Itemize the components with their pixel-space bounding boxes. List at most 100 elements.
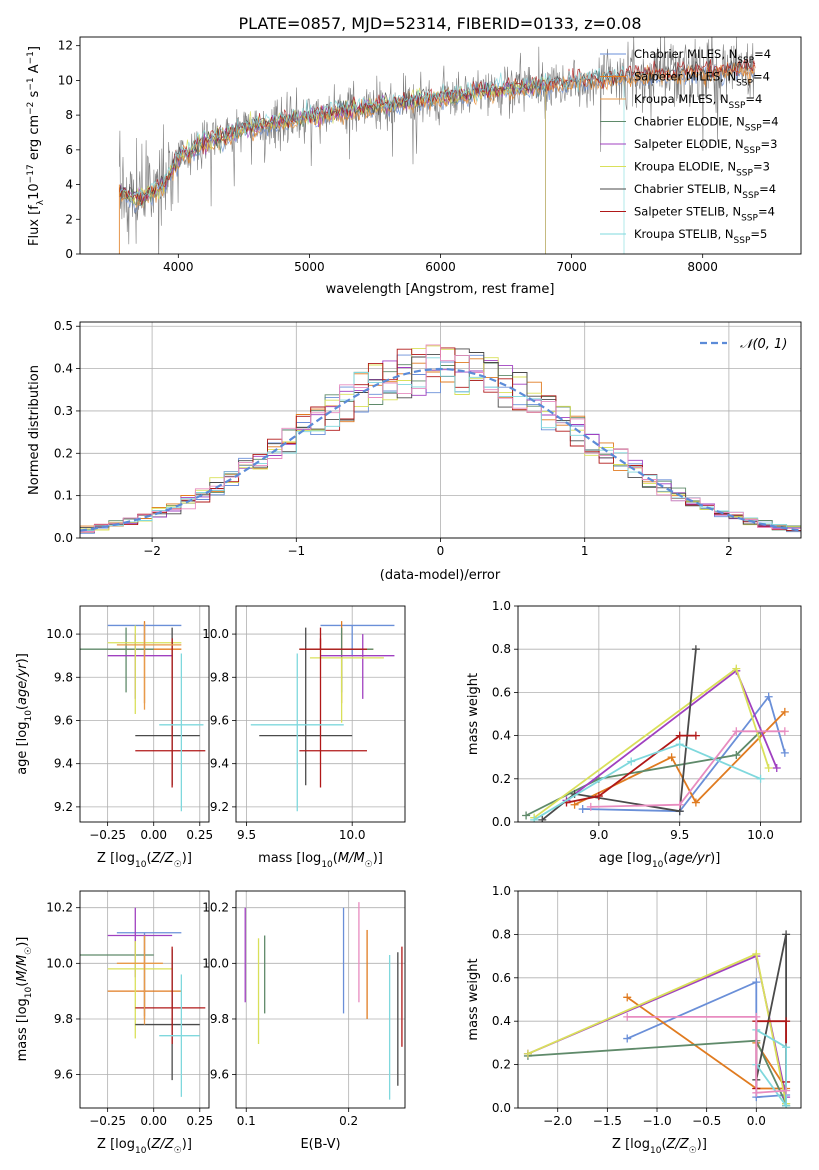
y-tick-label: 9.4 xyxy=(54,757,73,771)
weight-line xyxy=(533,743,761,821)
x-tick-label: 9.5 xyxy=(670,828,689,842)
x-axis-label: E(B-V) xyxy=(300,1137,340,1152)
y-tick-label: 8 xyxy=(65,108,73,122)
plus-marker xyxy=(530,815,539,822)
x-tick-label: 0.00 xyxy=(140,828,167,842)
histogram-step xyxy=(80,344,801,533)
plot-area xyxy=(250,621,395,812)
plus-marker xyxy=(780,727,789,736)
x-tick-label: 0.00 xyxy=(140,1114,167,1128)
y-tick-label: 0.2 xyxy=(492,772,511,786)
plus-marker xyxy=(691,645,700,654)
x-axis-label: Z [log10(Z/Z☉)] xyxy=(97,1137,192,1156)
plus-marker xyxy=(782,1101,791,1108)
y-tick-label: 9.8 xyxy=(210,1012,229,1026)
x-tick-label: 1 xyxy=(581,544,589,558)
y-tick-label: 10.2 xyxy=(46,901,73,915)
legend-label: Salpeter ELODIE, NSSP=3 xyxy=(634,137,777,156)
plot-area xyxy=(523,930,791,1108)
plot-area xyxy=(244,902,403,1100)
y-tick-label: 9.8 xyxy=(54,670,73,684)
y-tick-label: 10.0 xyxy=(46,956,73,970)
y-tick-label: 0.2 xyxy=(492,1058,511,1072)
plot-area xyxy=(80,621,206,812)
plus-marker xyxy=(623,1012,632,1021)
plot-area xyxy=(80,344,801,536)
y-tick-label: 2 xyxy=(65,212,73,226)
plot-massweight-vs-Z: −2.0 −1.5 −1.0 −0.5 0.0 0.0 0.2 0.4 0.6 0.8 1.0 Z [… xyxy=(466,884,802,1156)
plus-marker xyxy=(782,1017,791,1026)
x-axis-label: Z [log10(Z/Z☉)] xyxy=(97,851,192,870)
plus-marker xyxy=(578,805,587,814)
y-tick-label: 0.3 xyxy=(54,404,73,418)
x-tick-label: −1 xyxy=(287,544,305,558)
y-tick-label: 1.0 xyxy=(492,599,511,613)
plot-mass-vs-ebv: 0.1 0.2 9.6 9.8 10.0 10.2 E(B-V) xyxy=(202,890,406,1152)
axes-frame xyxy=(79,321,802,539)
plus-marker xyxy=(570,800,579,809)
weight-line xyxy=(566,734,696,804)
model-spectrum-salpeter-stelib xyxy=(118,58,756,206)
normal-curve xyxy=(80,367,801,532)
plus-marker xyxy=(782,930,791,939)
x-tick-label: −0.5 xyxy=(692,1114,721,1128)
y-tick-label: 9.6 xyxy=(210,1068,229,1082)
plus-marker xyxy=(732,751,741,760)
plus-marker xyxy=(623,993,632,1002)
x-tick-label: 0 xyxy=(437,544,445,558)
y-tick-label: 9.2 xyxy=(54,800,73,814)
plus-marker xyxy=(675,731,684,740)
x-tick-label: −2.0 xyxy=(543,1114,572,1128)
legend-label: Salpeter STELIB, NSSP=4 xyxy=(634,205,775,224)
plus-marker xyxy=(756,774,765,783)
y-axis-label: age [log10(age/yr)] xyxy=(15,653,34,775)
model-spectrum-kroupa-stelib xyxy=(118,65,625,254)
y-tick-label: 0.2 xyxy=(54,446,73,460)
plot-spectrum: 4000 5000 6000 7000 8000 0 2 4 6 8 10 12 Chabrier MI… xyxy=(26,36,802,297)
y-tick-label: 0.4 xyxy=(492,729,511,743)
y-tick-label: 0.5 xyxy=(54,319,73,333)
x-tick-label: 8000 xyxy=(687,260,718,274)
y-axis-label: mass weight xyxy=(466,958,481,1040)
y-tick-label: 0.0 xyxy=(492,1101,511,1115)
y-tick-label: 0 xyxy=(65,247,73,261)
plus-marker xyxy=(782,1086,791,1095)
y-tick-label: 9.6 xyxy=(54,1068,73,1082)
legend-label: Kroupa ELODIE, NSSP=3 xyxy=(634,160,770,179)
weight-line xyxy=(590,730,785,808)
y-axis-label: mass weight xyxy=(466,673,481,755)
y-tick-label: 10 xyxy=(58,73,73,87)
x-tick-label: 10.0 xyxy=(747,828,774,842)
axes-frame xyxy=(235,890,406,1109)
y-axis-label: Flux [fλ10−17 erg cm−2 s−1 A−1] xyxy=(26,46,46,246)
plus-marker xyxy=(764,692,773,701)
plus-marker xyxy=(522,811,531,820)
plot-mass-vs-Z: −0.25 0.00 0.25 9.6 9.8 10.0 10.2 Z [log10(Z/Z☉… xyxy=(15,890,213,1156)
x-tick-label: 9.5 xyxy=(237,828,256,842)
plus-marker xyxy=(732,727,741,736)
axes-frame xyxy=(79,605,210,823)
x-axis-label: wavelength [Angstrom, rest frame] xyxy=(326,282,555,297)
x-tick-label: 4000 xyxy=(163,260,194,274)
y-tick-label: 9.4 xyxy=(210,757,229,771)
y-tick-label: 10.0 xyxy=(202,627,229,641)
y-tick-label: 9.6 xyxy=(210,713,229,727)
plus-marker xyxy=(538,815,547,822)
plot-age-vs-mass: 9.5 10.0 9.2 9.4 9.6 9.8 10.0 mass [log10(M/M☉)… xyxy=(202,605,406,870)
plot-area xyxy=(522,645,789,822)
plus-marker xyxy=(691,798,700,807)
x-axis-label: age [log10(age/yr)] xyxy=(599,851,721,870)
y-tick-label: 4 xyxy=(65,178,73,192)
x-tick-label: 0.0 xyxy=(747,1114,766,1128)
y-tick-label: 10.2 xyxy=(202,901,229,915)
plus-marker xyxy=(752,949,761,958)
x-axis-label: mass [log10(M/M☉)] xyxy=(258,851,383,870)
plus-marker xyxy=(764,764,773,772)
legend-label: 𝒩(0, 1) xyxy=(740,337,787,352)
y-tick-label: 6 xyxy=(65,143,73,157)
y-tick-label: 9.2 xyxy=(210,800,229,814)
plus-marker xyxy=(752,978,761,987)
x-tick-label: 0.25 xyxy=(186,1114,213,1128)
x-tick-label: 6000 xyxy=(425,260,456,274)
